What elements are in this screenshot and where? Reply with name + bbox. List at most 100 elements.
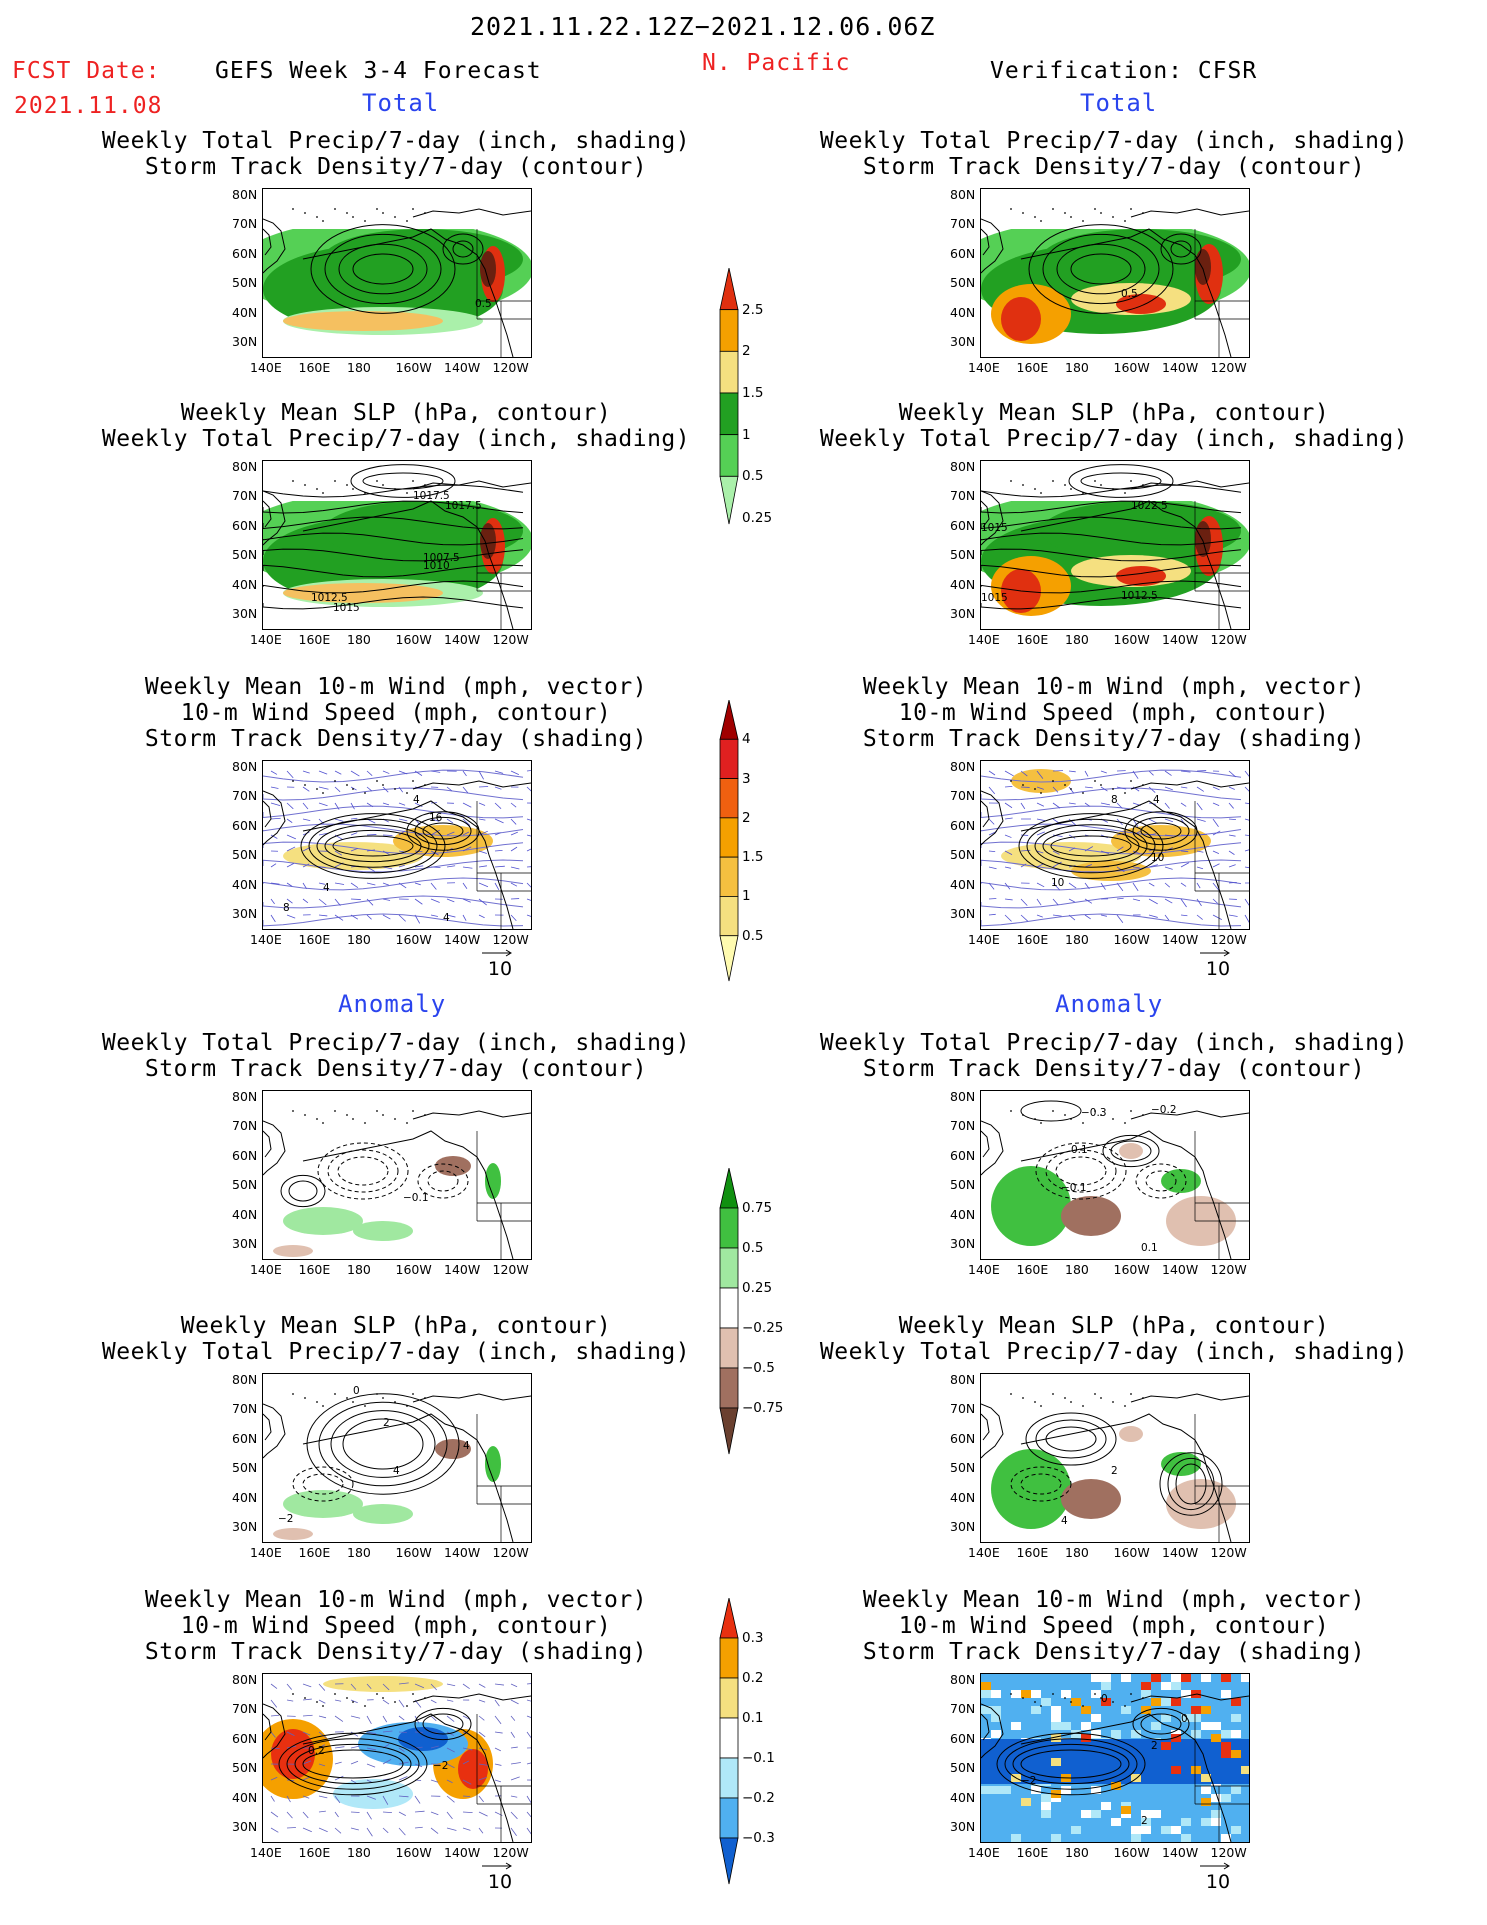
kamchatka-coast [263,1130,272,1158]
wind-vector [1132,898,1141,902]
lat-tick: 50N [232,275,258,291]
wind-vector [430,1699,437,1704]
field-cell [1171,1682,1181,1690]
wind-vector [1180,882,1187,887]
lat-tick: 50N [950,1177,976,1193]
wind-vector [398,818,408,822]
field-cell [1201,1706,1211,1714]
wind-vector [366,802,374,808]
wind-vector [286,802,294,810]
alaska-na-coast [302,1130,514,1259]
field-cell [1201,1786,1211,1794]
isoline [263,913,524,927]
wind-vector [1004,802,1013,809]
contour [1056,243,1146,295]
wind-vector [334,1715,344,1722]
field-cell [1111,1818,1121,1826]
forecast-title: GEFS Week 3-4 Forecast [215,58,542,84]
wind-vector [1228,914,1238,917]
lon-tick: 120W [1210,932,1247,947]
kamchatka-coast [263,1413,272,1441]
contour [300,813,446,879]
lat-tick: 30N [232,1819,258,1834]
kamchatka-coast [263,1713,272,1741]
precip-coastal-max [480,251,496,287]
field-cell [1191,1674,1201,1682]
wind-vector [462,770,467,777]
wind-vector [526,914,531,917]
wind-vector [334,914,344,921]
colorbar-swatch [719,1637,739,1679]
contour-label: 1017.5 [413,490,450,502]
wind-vector [1004,785,1013,788]
wind-vectors [270,1682,531,1837]
contour-label: 4 [443,912,450,924]
wind-vector [382,1811,392,1814]
field-cell [1031,1722,1041,1730]
field-cell [1201,1714,1211,1722]
contour [286,1738,420,1790]
panel-title-line: Weekly Mean SLP (hPa, contour) [898,400,1330,426]
field-cell [1171,1674,1181,1682]
panel-title-line: Weekly Mean 10-m Wind (mph, vector) [862,1587,1366,1613]
field-cell [1061,1722,1071,1730]
reference-arrow-icon [482,949,512,957]
vector-reference: 10 [1198,948,1238,980]
field-cell [1091,1674,1101,1682]
field-cell [981,1730,991,1738]
coastline [263,1110,531,1259]
lon-tick: 160W [395,632,432,647]
field-cell [981,1794,991,1802]
wind-vector [318,770,328,775]
contour [352,253,414,285]
isoline [981,596,1242,610]
panel-title: Weekly Total Precip/7-day (inch, shading… [82,128,710,180]
anom-wind-storm-forecast: 0.2 −2 [262,1673,532,1843]
field-cell [1091,1706,1101,1714]
wind-vector [286,846,296,852]
lon-tick: 160E [1016,932,1049,947]
wind-vector [318,898,327,906]
wind-vector [1100,770,1107,774]
lat-tick: 60N [950,1430,976,1446]
wind-vector [526,898,531,901]
lon-tick: 180 [1065,1262,1089,1277]
lat-tick: 30N [950,1236,976,1251]
anomaly-shading [273,1156,501,1257]
wind-vector [478,1747,488,1751]
field-cell [1081,1810,1091,1818]
wind-vector [526,818,531,821]
arctic-coast [1130,480,1249,490]
lat-tick: 70N [950,1118,976,1134]
borders [476,1131,531,1259]
lon-tick: 160E [298,1845,331,1860]
wind-vector [1164,834,1173,837]
wind-vector [1052,914,1062,917]
anom-brown [435,1439,471,1459]
lon-tick: 120W [492,360,529,375]
kamchatka-coast [263,500,272,528]
isoline [981,841,1242,855]
lat-tick: 80N [232,187,258,202]
lon-tick: 160E [298,1545,331,1560]
wind-vector [446,1779,453,1784]
field-cell [1051,1834,1061,1842]
contour [327,1149,399,1193]
anom-green [283,1207,363,1235]
contour [452,240,474,258]
vector-ref-label: 10 [487,958,513,980]
contour-label: 8 [283,902,290,914]
isoline [263,769,524,783]
wind-vector [1180,834,1191,837]
field-cell [1221,1690,1231,1698]
colorbar-swatch [719,309,739,352]
wind-vector [1004,817,1013,820]
section-anomaly-left: Anomaly [338,990,447,1018]
wind-vector [270,1776,278,1781]
colorbar-swatch [719,896,739,937]
field-cell [1211,1810,1221,1818]
isoline [263,805,524,819]
lat-tick: 30N [950,1519,976,1534]
wind-vector [1148,914,1158,918]
wind-vector [1020,770,1028,777]
